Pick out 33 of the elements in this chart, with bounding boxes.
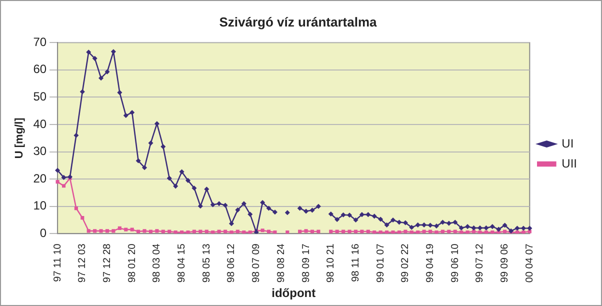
x-tick-label: 99 04 19 bbox=[425, 243, 436, 283]
x-tick-label: 97 12 28 bbox=[102, 243, 113, 283]
legend-label: UI bbox=[562, 136, 574, 150]
x-tick-label: 98 08 24 bbox=[276, 243, 287, 283]
x-tick-label: 99 07 12 bbox=[474, 243, 486, 283]
x-tick-label: 98 09 17 bbox=[300, 243, 312, 283]
y-tick-label: 0 bbox=[40, 226, 47, 240]
x-tick-label: 98 01 20 bbox=[126, 243, 138, 283]
x-tick-label: 99 01 07 bbox=[375, 243, 386, 283]
x-tick-label: 00 04 07 bbox=[524, 243, 536, 283]
y-tick-label: 60 bbox=[33, 62, 47, 76]
x-tick-label: 98 06 12 bbox=[226, 243, 238, 283]
x-tick-label: 98 11 16 bbox=[350, 243, 362, 282]
x-tick-label: 98 07 09 bbox=[251, 243, 262, 283]
y-tick-label: 10 bbox=[33, 198, 47, 213]
x-tick-label: 98 10 21 bbox=[326, 243, 337, 283]
x-tick-label: 98 03 04 bbox=[152, 243, 163, 283]
x-tick-label: 98 05 13 bbox=[201, 243, 212, 283]
legend-label: UII bbox=[562, 156, 578, 170]
x-tick-label: 97 11 10 bbox=[52, 243, 64, 282]
x-tick-label: 98 04 15 bbox=[176, 243, 188, 283]
x-axis-title: időpont bbox=[272, 286, 316, 300]
y-tick-label: 50 bbox=[33, 90, 47, 104]
x-tick-label: 99 06 10 bbox=[450, 243, 461, 283]
y-tick-label: 30 bbox=[33, 144, 47, 158]
x-tick-label: 99 09 06 bbox=[500, 243, 511, 283]
y-tick-label: 20 bbox=[33, 171, 47, 186]
x-tick-label: 97 12 03 bbox=[77, 243, 88, 283]
y-tick-label: 70 bbox=[33, 34, 47, 49]
y-tick-label: 40 bbox=[33, 116, 47, 131]
y-axis-title: U [mg/l] bbox=[14, 117, 26, 159]
chart-title: Szivárgó víz urántartalma bbox=[219, 14, 378, 30]
x-tick-label: 99 02 22 bbox=[400, 243, 412, 283]
